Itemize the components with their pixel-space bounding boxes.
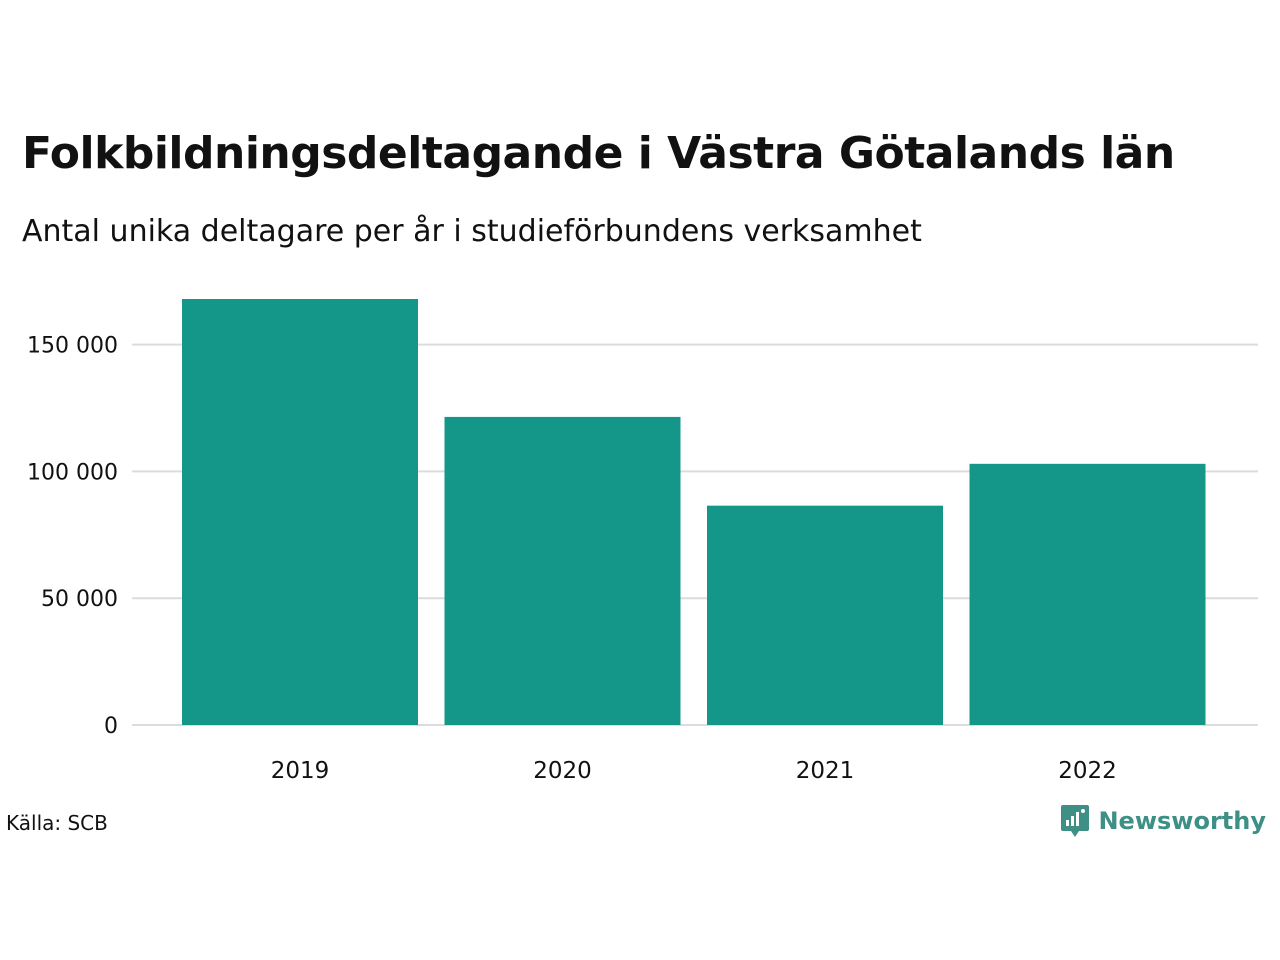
chart-subtitle: Antal unika deltagare per år i studieför… bbox=[22, 214, 922, 249]
x-axis-ticks: 2019 2020 2021 2022 bbox=[271, 758, 1117, 784]
y-axis-ticks: 0 50 000 100 000 150 000 bbox=[27, 334, 118, 739]
x-tick-label: 2020 bbox=[533, 758, 592, 784]
bar-chart: 0 50 000 100 000 150 000 2019 2020 2021 2022 bbox=[27, 299, 1258, 784]
bar-2021 bbox=[707, 505, 943, 725]
x-tick-label: 2019 bbox=[271, 758, 330, 784]
newsworthy-logo-icon bbox=[1060, 803, 1090, 839]
y-tick-label: 0 bbox=[104, 714, 118, 739]
x-tick-label: 2022 bbox=[1058, 758, 1117, 784]
chart-title: Folkbildningsdeltagande i Västra Götalan… bbox=[22, 128, 1175, 179]
source-note: Källa: SCB bbox=[6, 811, 108, 835]
bar-2020 bbox=[444, 416, 681, 725]
bars bbox=[182, 299, 1206, 725]
x-tick-label: 2021 bbox=[796, 758, 855, 784]
brand-logo: Newsworthy bbox=[1060, 803, 1266, 839]
bar-2019 bbox=[182, 299, 418, 725]
y-tick-label: 150 000 bbox=[27, 334, 118, 359]
bar-2022 bbox=[969, 463, 1206, 725]
brand-name: Newsworthy bbox=[1098, 807, 1266, 835]
y-tick-label: 100 000 bbox=[27, 460, 118, 485]
y-tick-label: 50 000 bbox=[41, 587, 118, 612]
